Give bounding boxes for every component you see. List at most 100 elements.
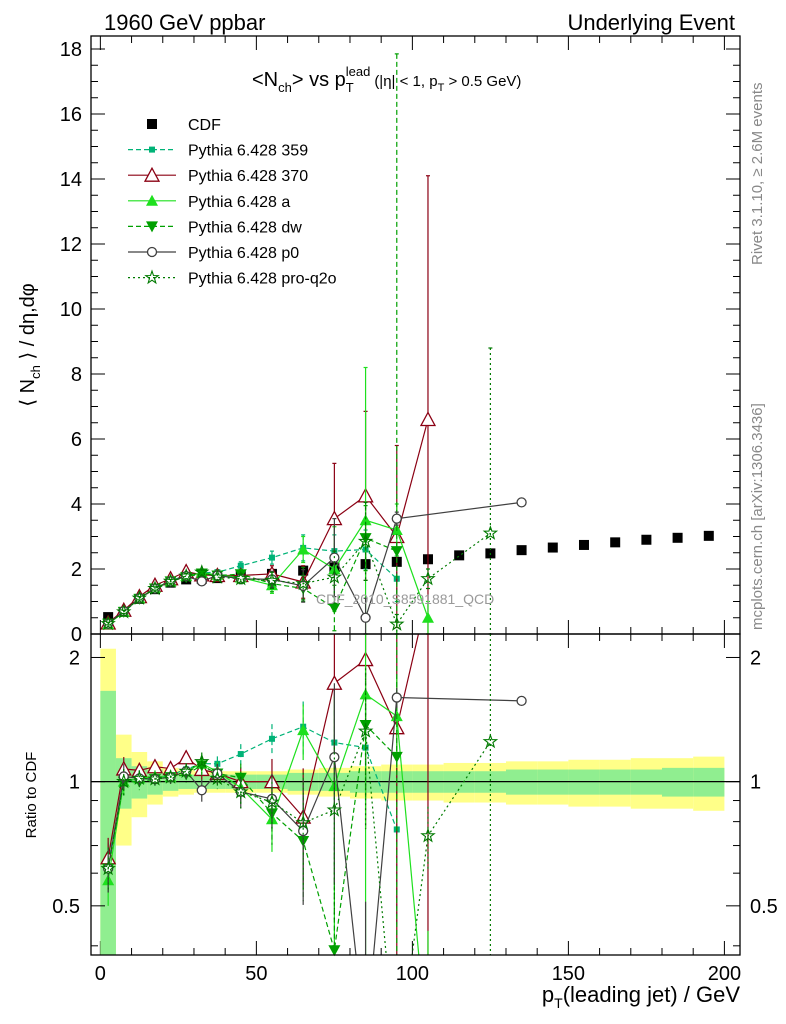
legend-marker — [147, 119, 157, 129]
series-pq2o-marker — [389, 616, 405, 631]
ratio-band-inner — [100, 690, 116, 955]
series-pp0 — [103, 497, 527, 635]
series-p359-ratio-marker — [237, 751, 244, 758]
series-pq2o-marker — [131, 590, 148, 605]
legend-marker — [146, 246, 158, 258]
series-pdw-marker — [390, 546, 403, 558]
series-pa-marker — [297, 543, 310, 555]
series-pq2o-marker — [147, 580, 163, 596]
series-pq2o — [100, 347, 499, 635]
series-pq2o-marker — [233, 570, 249, 586]
y-tick-label: 6 — [71, 429, 82, 451]
y-tick-label: 4 — [71, 494, 82, 516]
series-p359-ratio-line — [107, 726, 398, 864]
series-pq2o-marker — [482, 525, 499, 540]
series-pq2o-ratio-marker — [131, 770, 148, 785]
legend-marker — [143, 166, 161, 182]
ratio-y-tick-label-right: 2 — [750, 647, 761, 669]
series-pdw-ratio-marker — [328, 945, 341, 957]
ratio-y-tick-label-right: 1 — [750, 772, 761, 794]
series-pdw — [102, 53, 403, 635]
series-pq2o-ratio-marker — [162, 769, 179, 784]
series-pdw-ratio-line — [107, 723, 398, 951]
series-p359-ratio — [105, 701, 400, 925]
series-pp0-ratio-marker — [298, 825, 309, 837]
series-pq2o-marker — [357, 533, 374, 548]
y-tick-label: 12 — [60, 234, 82, 256]
y-tick-label: 0 — [71, 624, 82, 646]
series-pq2o-ratio-marker — [295, 814, 312, 830]
legend-entry-pdw: Pythia 6.428 dw — [128, 219, 302, 236]
series-pq2o-ratio — [100, 634, 499, 955]
series-data — [103, 530, 714, 623]
y-tick-label: 18 — [60, 39, 82, 61]
mcplots-label: mcplots.cern.ch [arXiv:1306.3436] — [749, 403, 766, 630]
series-p370-marker — [419, 411, 437, 427]
series-pp0-ratio — [103, 683, 527, 955]
series-pq2o-marker — [178, 567, 194, 583]
series-data-marker — [703, 530, 714, 541]
series-pq2o-ratio-marker — [194, 753, 210, 769]
legend-marker — [146, 221, 158, 233]
analysis-watermark: CDF_2010_S8591881_QCD — [316, 591, 494, 607]
series-pa-marker — [421, 611, 434, 623]
ratio-y-tick-label: 1 — [69, 772, 80, 794]
ratio-y-tick-label: 2 — [69, 647, 80, 669]
series-pq2o-ratio-marker — [420, 827, 436, 843]
series-pp0-ratio-marker — [391, 692, 402, 703]
y-tick-label: 16 — [60, 104, 82, 126]
bottom-frame — [90, 633, 741, 956]
series-data-marker — [641, 534, 652, 545]
legend-marker — [146, 194, 158, 206]
legend-label: Pythia 6.428 a — [188, 194, 290, 211]
y-tick-label: 8 — [71, 364, 82, 386]
ratio-y-tick-label: 0.5 — [52, 896, 80, 918]
ratio-plot-panel: 0 50 100 150 200 0.5 0.5 1 1 2 2 — [52, 633, 778, 985]
legend: CDF Pythia 6.428 359 Pythia 6.428 370 Pythi… — [128, 117, 337, 288]
header-left: 1960 GeV ppbar — [104, 10, 265, 35]
series-p370-ratio-line — [107, 634, 420, 858]
series-data-marker — [672, 532, 683, 543]
series-pq2o-marker — [264, 572, 280, 587]
series-pq2o-ratio-marker — [178, 763, 194, 778]
x-tick-label: 200 — [708, 963, 741, 985]
series-pq2o-ratio-marker — [233, 783, 249, 799]
y-tick-label: 2 — [71, 559, 82, 581]
legend-marker — [144, 269, 160, 285]
legend-label: Pythia 6.428 370 — [188, 168, 308, 185]
legend-entry-pp0: Pythia 6.428 p0 — [128, 245, 299, 262]
legend-entry-data: CDF — [147, 117, 221, 134]
series-pq2o-marker — [100, 615, 116, 631]
x-tick-label: 150 — [552, 963, 585, 985]
series-p359-marker — [268, 554, 275, 561]
series-pp0-marker — [516, 497, 527, 508]
series-data-marker — [547, 542, 558, 553]
series-pq2o-ratio-marker — [482, 733, 499, 749]
x-axis-label: pT(leading jet) / GeV — [542, 982, 740, 1011]
series-pq2o-marker — [116, 603, 132, 619]
series-pq2o-line — [107, 532, 491, 626]
series-pq2o-ratio-marker — [264, 794, 280, 809]
legend-entry-p359: Pythia 6.428 359 — [128, 143, 308, 160]
legend-label: Pythia 6.428 359 — [188, 143, 308, 160]
series-pq2o-ratio-marker — [326, 801, 343, 817]
series-pq2o-marker — [194, 564, 210, 579]
legend-marker — [149, 146, 155, 153]
series-pdw-ratio-marker — [390, 751, 403, 763]
header-right: Underlying Event — [567, 10, 735, 35]
y-axis-label-top: ⟨ Nch ⟩ / dη,dφ — [17, 283, 43, 407]
series-p370-ratio-marker — [178, 749, 195, 765]
series-pq2o-ratio-marker — [147, 770, 163, 786]
series-pa-ratio-marker — [297, 724, 310, 736]
series-pq2o-marker — [295, 575, 312, 591]
y-axis-label-bottom: Ratio to CDF — [23, 752, 40, 839]
legend-entry-pq2o: Pythia 6.428 pro-q2o — [128, 269, 337, 288]
series-pp0-marker — [391, 513, 402, 524]
series-data-marker — [454, 550, 465, 561]
legend-label: Pythia 6.428 p0 — [188, 245, 299, 262]
series-pdw-marker — [328, 603, 341, 614]
y-tick-label: 10 — [60, 299, 82, 321]
series-data-marker — [578, 539, 589, 550]
